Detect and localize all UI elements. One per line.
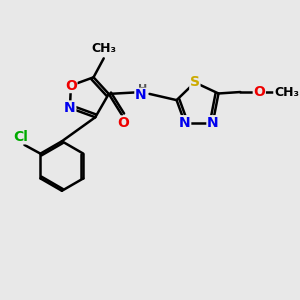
Text: N: N	[207, 116, 219, 130]
Text: N: N	[64, 101, 76, 115]
Text: CH₃: CH₃	[274, 85, 299, 98]
Text: H: H	[138, 84, 147, 94]
Text: N: N	[179, 116, 190, 130]
Text: S: S	[190, 76, 200, 89]
Text: O: O	[253, 85, 265, 99]
Text: O: O	[65, 79, 77, 92]
Text: N: N	[135, 88, 147, 102]
Text: CH₃: CH₃	[92, 42, 117, 55]
Text: Cl: Cl	[14, 130, 28, 144]
Text: O: O	[117, 116, 129, 130]
